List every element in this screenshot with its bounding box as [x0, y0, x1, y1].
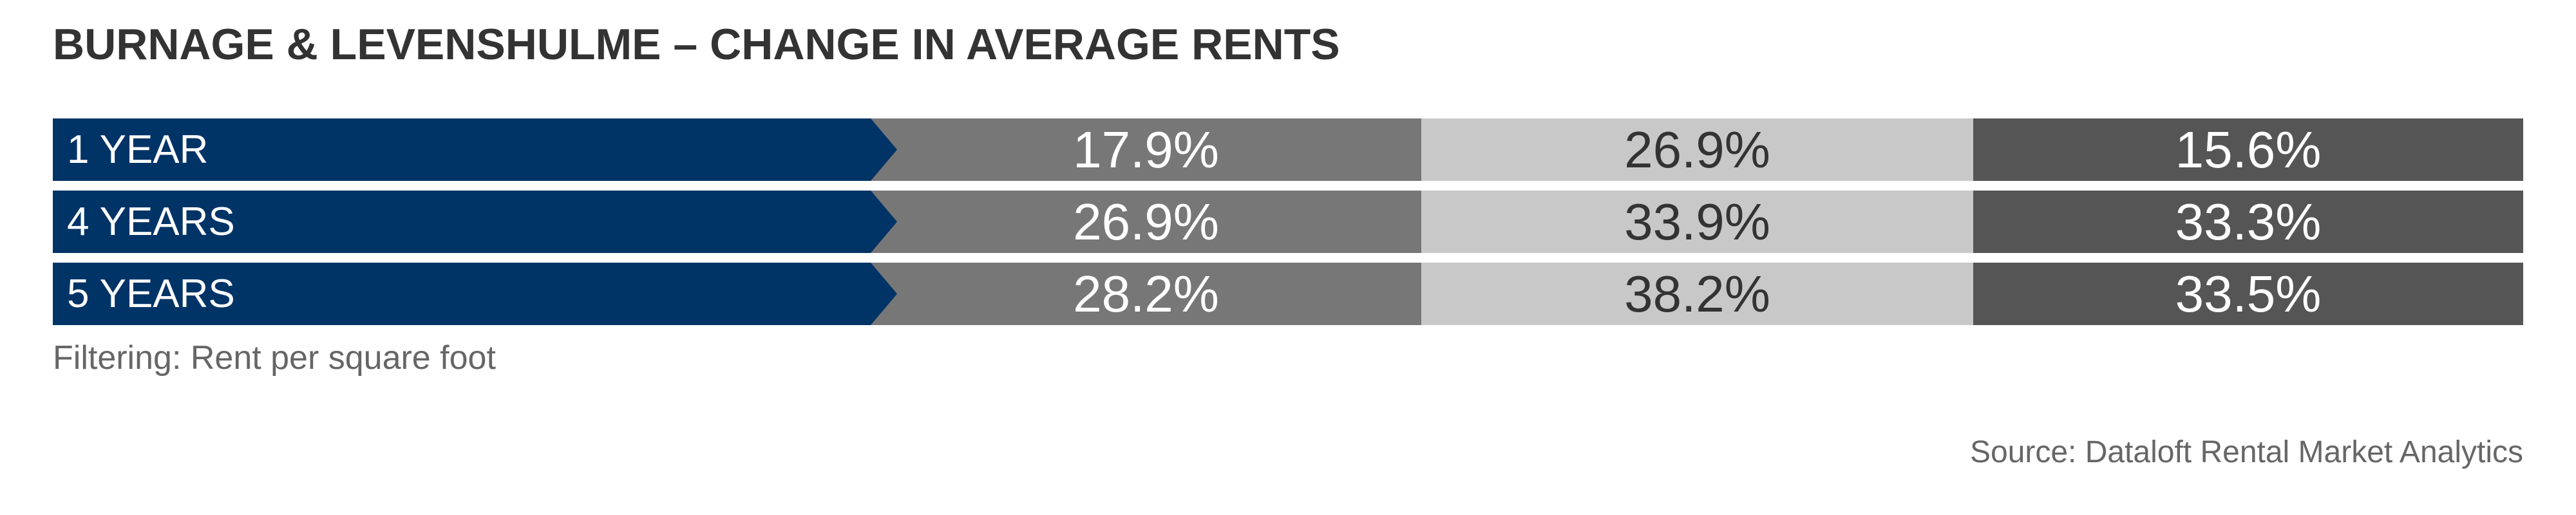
- value-cell: 28.2%: [871, 263, 1421, 325]
- table-row: 5 YEARS 28.2% 38.2% 33.5%: [53, 263, 2523, 325]
- value-cell: 17.9%: [871, 118, 1421, 181]
- row-label: 1 YEAR: [53, 118, 897, 181]
- title: BURNAGE & LEVENSHULME – CHANGE IN AVERAG…: [53, 20, 1340, 69]
- value-cell: 33.3%: [1973, 191, 2523, 253]
- value-cell: 26.9%: [1421, 118, 1973, 181]
- value-cell: 33.5%: [1973, 263, 2523, 325]
- table-row: 1 YEAR 17.9% 26.9% 15.6%: [53, 118, 2523, 181]
- table-row: 4 YEARS 26.9% 33.9% 33.3%: [53, 191, 2523, 253]
- row-label: 4 YEARS: [53, 191, 897, 253]
- value-cell: 15.6%: [1973, 118, 2523, 181]
- value-cell: 26.9%: [871, 191, 1421, 253]
- source: Source: Dataloft Rental Market Analytics: [1969, 435, 2523, 469]
- filter-note: Filtering: Rent per square foot: [53, 339, 496, 377]
- value-cell: 33.9%: [1421, 191, 1973, 253]
- row-label: 5 YEARS: [53, 263, 897, 325]
- value-cell: 38.2%: [1421, 263, 1973, 325]
